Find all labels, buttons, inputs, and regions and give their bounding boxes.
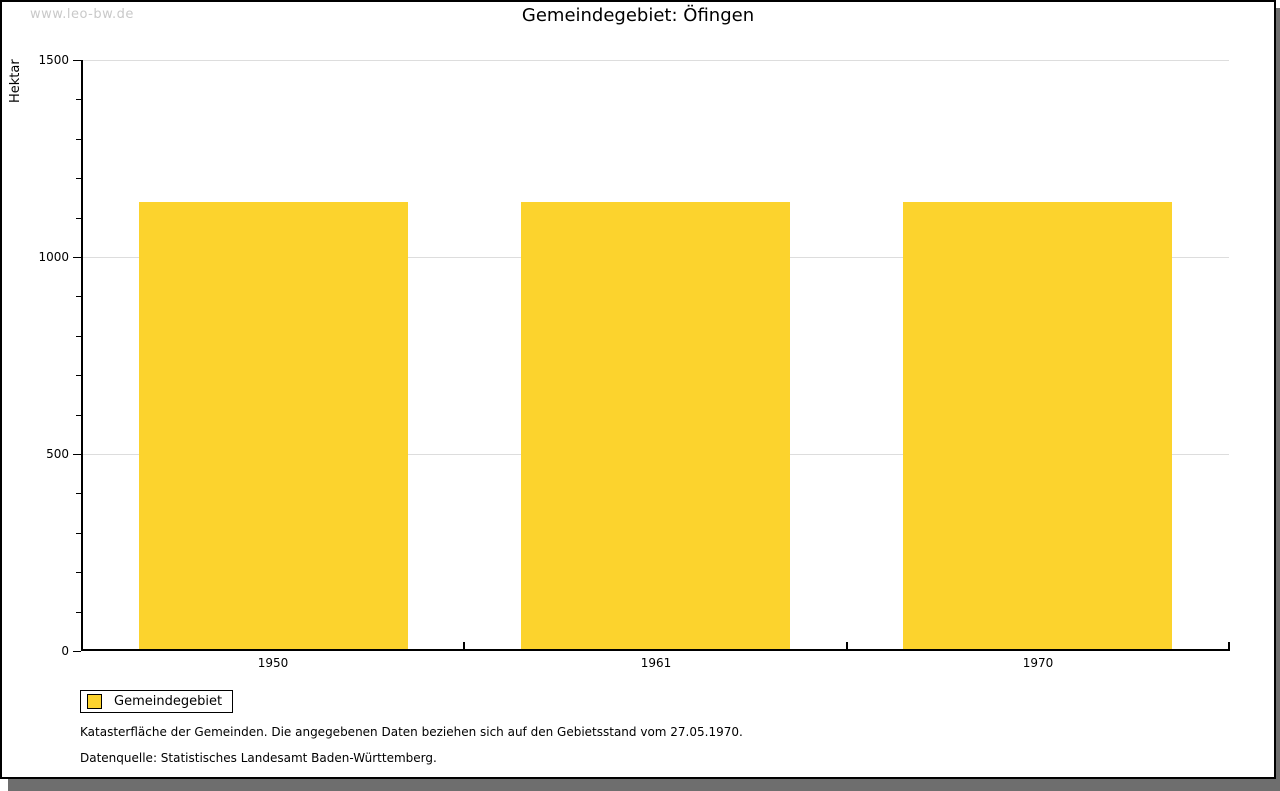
bar-1970 [903,202,1172,651]
y-tick-label: 500 [46,447,69,461]
window-shadow-right [1276,8,1280,791]
y-tick-minor [76,533,81,534]
y-axis-line [81,60,83,651]
grid-line [82,60,1229,61]
footnote-source-note: Katasterfläche der Gemeinden. Die angege… [80,725,743,739]
x-tick-label: 1970 [1022,656,1054,670]
x-axis-line [81,649,1230,651]
x-tick [846,642,848,649]
y-tick-minor [76,493,81,494]
y-tick-minor [76,375,81,376]
x-tick [463,642,465,649]
y-tick-label: 0 [61,644,69,658]
y-tick-minor [76,178,81,179]
y-tick-minor [76,336,81,337]
y-tick-label: 1500 [38,53,69,67]
legend-swatch [87,694,102,709]
window-shadow-bottom [8,779,1280,791]
y-tick [73,454,81,455]
y-tick-minor [76,218,81,219]
bar-1950 [139,202,408,651]
y-tick-minor [76,415,81,416]
y-tick-minor [76,139,81,140]
y-tick-label: 1000 [38,250,69,264]
plot-area: 0 500 1000 1500 1950 1961 1970 [38,53,1230,670]
legend-label: Gemeindegebiet [114,694,223,709]
x-tick-label: 1961 [640,656,672,670]
footnote-data-source: Datenquelle: Statistisches Landesamt Bad… [80,751,437,765]
legend: Gemeindegebiet [80,690,234,713]
y-tick-minor [76,612,81,613]
y-tick [73,257,81,258]
y-tick-minor [76,99,81,100]
watermark: www.leo-bw.de [30,7,134,22]
y-tick-minor [76,296,81,297]
y-tick-minor [76,572,81,573]
y-tick [73,651,81,652]
x-tick-label: 1950 [257,656,289,670]
x-tick [1228,642,1230,649]
bar-1961 [521,202,790,651]
chart-title: Gemeindegebiet: Öfingen [521,5,755,26]
y-tick [73,60,81,61]
